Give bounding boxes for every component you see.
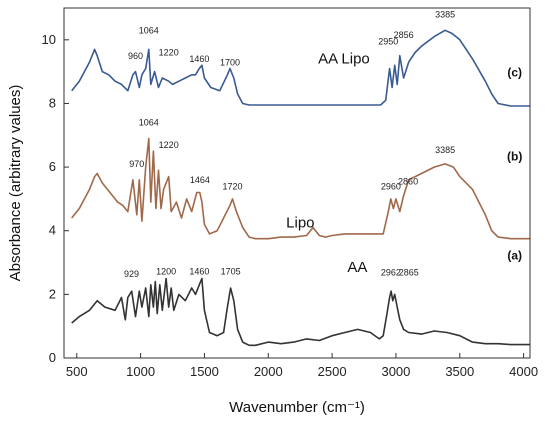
peak-label-0: 929 — [124, 269, 139, 279]
x-tick-label-1: 1000 — [126, 364, 155, 379]
peak-label-21: 3385 — [435, 10, 455, 20]
peak-label-12: 2860 — [398, 177, 418, 187]
x-axis-ticks: 500 1000 1500 2000 2500 3000 3500 4000 — [66, 353, 538, 379]
series-tag-lipo: (b) — [507, 150, 522, 164]
x-tick-label-4: 2500 — [318, 364, 347, 379]
peak-label-5: 2865 — [399, 267, 419, 277]
series-label-aa-lipo: AA Lipo — [318, 51, 370, 68]
y-tick-label-3: 6 — [49, 159, 56, 174]
x-tick-label-7: 4000 — [509, 364, 538, 379]
peak-label-1: 1200 — [156, 266, 176, 276]
y-axis-title: Absorbance (arbitrary values) — [7, 85, 24, 282]
series-line-lipo — [71, 137, 530, 240]
peak-label-3: 1705 — [221, 266, 241, 276]
x-axis-title: Wavenumber (cm⁻¹) — [229, 399, 365, 416]
y-axis-ticks: 0 2 4 6 8 10 — [42, 32, 69, 365]
plot-frame — [63, 7, 531, 359]
peak-label-13: 3385 — [435, 145, 455, 155]
peak-label-18: 1700 — [220, 57, 240, 67]
peak-label-7: 1064 — [139, 118, 159, 128]
peak-label-2: 1460 — [189, 266, 209, 276]
series-tag-aa: (a) — [507, 248, 522, 262]
x-tick-label-3: 2000 — [254, 364, 283, 379]
x-tick-label-6: 3500 — [445, 364, 474, 379]
x-tick-label-0: 500 — [66, 364, 88, 379]
x-tick-label-2: 1500 — [190, 364, 219, 379]
peak-label-6: 970 — [129, 159, 144, 169]
peak-label-20: 2856 — [394, 30, 414, 40]
peak-label-11: 2960 — [381, 181, 401, 191]
peak-label-15: 1064 — [139, 25, 159, 35]
peak-label-16: 1220 — [159, 48, 179, 58]
y-tick-label-1: 2 — [49, 286, 56, 301]
series-label-aa: AA — [347, 259, 367, 276]
series-tag-aa-lipo: (c) — [507, 65, 522, 79]
series-label-lipo: Lipo — [286, 215, 314, 232]
peak-label-17: 1460 — [189, 54, 209, 64]
series-line-aa-lipo — [71, 29, 530, 107]
peak-label-14: 960 — [128, 51, 143, 61]
peak-label-4: 2962 — [381, 267, 401, 277]
peak-label-19: 2950 — [378, 37, 398, 47]
peak-label-10: 1720 — [223, 181, 243, 191]
series-labels: AA (a) Lipo (b) AA Lipo (c) — [286, 51, 522, 276]
series-line-aa — [71, 277, 530, 347]
y-tick-label-2: 4 — [49, 223, 56, 238]
y-tick-label-5: 10 — [42, 32, 56, 47]
x-tick-label-5: 3000 — [381, 364, 410, 379]
peak-label-9: 1464 — [190, 175, 210, 185]
peak-label-8: 1220 — [159, 140, 179, 150]
series-layer — [71, 29, 530, 347]
y-tick-label-4: 8 — [49, 95, 56, 110]
y-tick-label-0: 0 — [49, 350, 56, 365]
